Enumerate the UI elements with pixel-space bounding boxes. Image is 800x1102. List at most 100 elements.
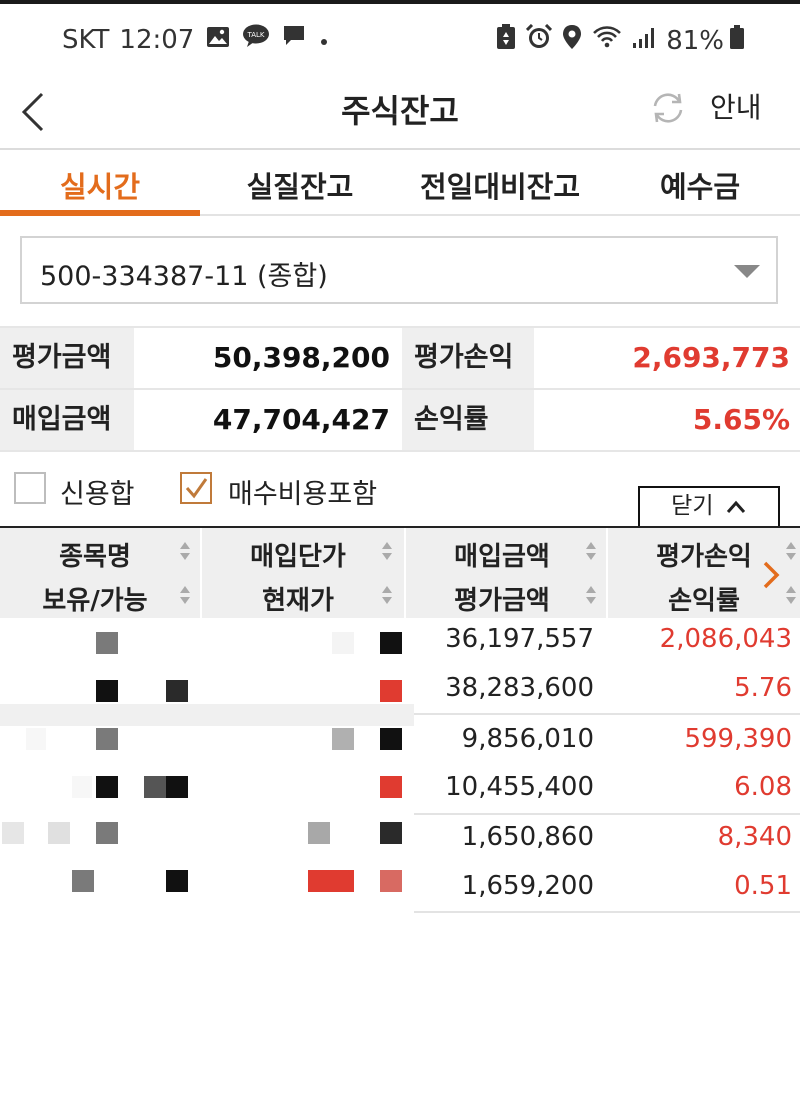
tab-prev-day-balance[interactable]: 전일대비잔고	[419, 170, 581, 204]
masked-cell	[96, 632, 118, 654]
active-tab-indicator	[0, 210, 200, 216]
eval-pl-label: 평가손익	[402, 328, 534, 388]
chevron-up-icon	[726, 500, 745, 513]
masked-cell	[2, 822, 24, 844]
include-fee-checkbox[interactable]	[180, 472, 212, 504]
masked-cell	[72, 870, 94, 892]
page-title: 주식잔고	[341, 92, 459, 130]
wifi-icon	[592, 25, 622, 56]
clock-text: 12:07	[119, 24, 195, 55]
sort-icon[interactable]	[180, 542, 190, 562]
message-icon	[282, 24, 306, 55]
guide-button[interactable]: 안내	[710, 91, 762, 124]
talk-icon: TALK	[242, 24, 270, 55]
tab-actual-balance[interactable]: 실질잔고	[246, 170, 354, 204]
row-divider	[414, 713, 800, 715]
account-select[interactable]: 500-334387-11 (종합)	[20, 236, 778, 304]
eval-amount-cell: 10,455,400	[445, 772, 594, 802]
sort-icon[interactable]	[586, 542, 596, 562]
close-toggle-button[interactable]: 닫기	[638, 486, 780, 526]
svg-text:TALK: TALK	[247, 31, 265, 39]
header-separator	[200, 528, 202, 618]
masked-cell	[72, 776, 92, 798]
refresh-button[interactable]	[648, 88, 688, 128]
checkmark-icon	[185, 478, 208, 499]
eval-amount-cell: 1,659,200	[461, 871, 594, 901]
masked-cell	[380, 728, 402, 750]
masked-cell	[308, 822, 330, 844]
header-pl-rate[interactable]: 손익률	[668, 586, 740, 616]
battery-icon	[730, 25, 744, 56]
tab-deposit[interactable]: 예수금	[659, 170, 741, 204]
header-stock-name[interactable]: 종목명	[59, 542, 131, 572]
masked-cell	[166, 870, 188, 892]
header-separator	[606, 528, 608, 618]
scroll-columns-right-button[interactable]	[758, 560, 784, 590]
masked-cell	[380, 632, 402, 654]
masked-cell	[96, 776, 118, 798]
gallery-icon	[206, 25, 230, 55]
more-notifications-dot-icon	[318, 25, 330, 55]
sort-icon[interactable]	[586, 586, 596, 606]
masked-cell	[380, 822, 402, 844]
close-label: 닫기	[671, 493, 714, 519]
buy-amount-value: 47,704,427	[212, 403, 390, 436]
carrier-text: SKT	[62, 24, 110, 55]
header-eval-pl[interactable]: 평가손익	[656, 542, 752, 572]
masked-cell	[308, 870, 354, 892]
sort-icon[interactable]	[786, 586, 796, 606]
eval-amount-cell: 38,283,600	[445, 673, 594, 703]
options-row: 신용합 매수비용포함 닫기	[0, 462, 800, 526]
masked-cell	[96, 728, 118, 750]
eval-pl-value: 2,693,773	[632, 341, 790, 374]
tab-bar: 실시간 실질잔고 전일대비잔고 예수금	[0, 150, 800, 216]
row-divider	[414, 911, 800, 913]
summary-row-2: 매입금액 47,704,427 손익률 5.65%	[0, 390, 800, 452]
alarm-icon	[526, 23, 553, 57]
eval-amount-label: 평가금액	[0, 328, 134, 388]
credit-sum-checkbox[interactable]	[14, 472, 46, 504]
masked-cell	[166, 776, 188, 798]
masked-cell	[332, 728, 354, 750]
masked-cell	[380, 870, 402, 892]
pl-rate-value: 5.65%	[692, 403, 790, 436]
status-left: SKT 12:07 TALK	[62, 24, 330, 55]
battery-percent: 81%	[666, 25, 724, 56]
battery-saver-icon	[496, 24, 516, 57]
holdings-table-header: 종목명 보유/가능 매입단가 현재가 매입금액 평가금액 평가손익 손익률	[0, 526, 800, 618]
location-icon	[562, 24, 582, 57]
back-button[interactable]	[14, 82, 54, 138]
eval-pl-cell: 599,390	[684, 724, 792, 754]
pl-rate-label: 손익률	[402, 390, 534, 450]
include-fee-label: 매수비용포함	[228, 479, 378, 510]
masked-cell	[380, 680, 402, 702]
buy-amount-cell: 1,650,860	[461, 822, 594, 852]
sort-icon[interactable]	[180, 586, 190, 606]
buy-amount-cell: 9,856,010	[461, 724, 594, 754]
chevron-left-icon	[21, 92, 44, 132]
caret-down-icon	[734, 265, 760, 278]
sort-icon[interactable]	[382, 586, 392, 606]
masked-cell	[144, 776, 166, 798]
masked-cell	[96, 822, 118, 844]
sort-icon[interactable]	[382, 542, 392, 562]
masked-row-band	[0, 704, 414, 726]
header-buy-price[interactable]: 매입단가	[250, 542, 346, 572]
status-right: 81%	[496, 23, 744, 57]
header-buy-amount[interactable]: 매입금액	[454, 542, 550, 572]
masked-cell	[332, 632, 354, 654]
balance-summary: 평가금액 50,398,200 평가손익 2,693,773 매입금액 47,7…	[0, 326, 800, 452]
sort-icon[interactable]	[786, 542, 796, 562]
account-number: 500-334387-11 (종합)	[40, 261, 328, 292]
top-edge	[0, 0, 800, 4]
summary-row-1: 평가금액 50,398,200 평가손익 2,693,773	[0, 328, 800, 390]
header-eval-amount[interactable]: 평가금액	[454, 586, 550, 616]
header-holding-available[interactable]: 보유/가능	[42, 586, 148, 616]
header-current-price[interactable]: 현재가	[262, 586, 334, 616]
tab-realtime[interactable]: 실시간	[59, 170, 141, 204]
header-separator	[404, 528, 406, 618]
status-bar: SKT 12:07 TALK 81%	[0, 4, 800, 72]
masked-cell	[166, 680, 188, 702]
chevron-right-icon	[763, 561, 780, 589]
signal-icon	[632, 26, 656, 56]
